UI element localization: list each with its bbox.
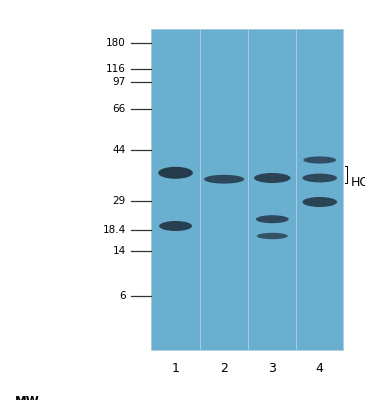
Text: 97: 97 (113, 77, 126, 87)
Ellipse shape (204, 175, 244, 184)
Ellipse shape (303, 197, 337, 207)
Bar (151, 29, 200, 350)
Bar (296, 29, 343, 350)
Text: 116: 116 (106, 64, 126, 74)
Bar (151, 29, 343, 350)
Text: 44: 44 (113, 145, 126, 155)
Text: 3: 3 (268, 362, 276, 375)
Text: 6: 6 (119, 291, 126, 301)
Text: HOX7: HOX7 (350, 176, 365, 188)
Bar (200, 29, 248, 350)
Ellipse shape (158, 167, 193, 179)
Ellipse shape (303, 156, 336, 164)
Text: 180: 180 (106, 38, 126, 48)
Ellipse shape (159, 221, 192, 231)
Ellipse shape (303, 174, 337, 182)
Text: 4: 4 (316, 362, 324, 375)
Text: 18.4: 18.4 (103, 225, 126, 235)
Text: 66: 66 (113, 104, 126, 114)
Text: 2: 2 (220, 362, 228, 375)
Ellipse shape (257, 233, 288, 239)
Text: 14: 14 (113, 246, 126, 256)
Text: 29: 29 (113, 196, 126, 206)
Text: MW
(kDa): MW (kDa) (15, 395, 51, 400)
Bar (248, 29, 296, 350)
Text: 1: 1 (172, 362, 180, 375)
Ellipse shape (256, 215, 289, 223)
Ellipse shape (254, 173, 291, 183)
